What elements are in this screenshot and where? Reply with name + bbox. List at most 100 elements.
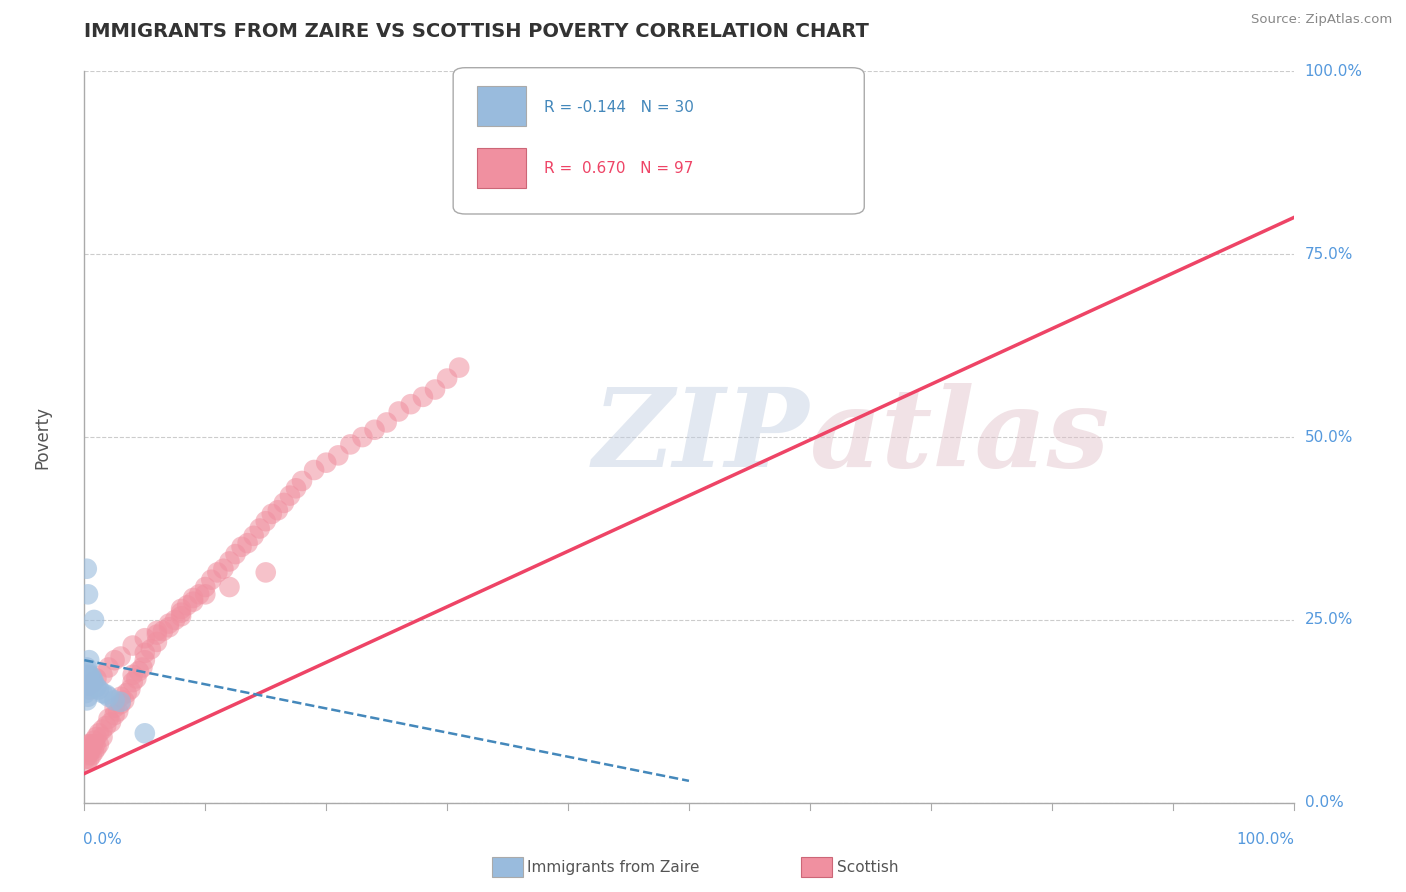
Point: [157, 616, 180, 631]
Point: [83, 745, 105, 759]
Point: [82, 737, 104, 751]
Text: 75.0%: 75.0%: [1305, 247, 1353, 261]
Point: [254, 566, 277, 580]
Point: [254, 514, 277, 528]
Point: [94, 688, 117, 702]
Point: [77, 752, 100, 766]
Point: [104, 700, 127, 714]
Point: [87, 682, 110, 697]
Point: [188, 587, 211, 601]
Point: [134, 646, 156, 660]
Text: 25.0%: 25.0%: [1305, 613, 1353, 627]
Point: [218, 580, 240, 594]
Point: [79, 682, 101, 697]
Point: [76, 693, 98, 707]
FancyBboxPatch shape: [453, 68, 865, 214]
Point: [236, 536, 259, 550]
Point: [181, 591, 204, 605]
Point: [86, 740, 108, 755]
Text: 100.0%: 100.0%: [1305, 64, 1362, 78]
Point: [80, 670, 103, 684]
Point: [82, 675, 104, 690]
Point: [100, 715, 122, 730]
Point: [86, 730, 108, 744]
Point: [83, 675, 105, 690]
Point: [170, 602, 193, 616]
Point: [242, 529, 264, 543]
Point: [104, 693, 127, 707]
Point: [107, 705, 129, 719]
Point: [194, 587, 217, 601]
Point: [110, 649, 132, 664]
Point: [77, 667, 100, 681]
Text: Immigrants from Zaire: Immigrants from Zaire: [527, 860, 700, 874]
Point: [278, 489, 301, 503]
Point: [146, 624, 169, 638]
Point: [110, 695, 132, 709]
Point: [121, 667, 143, 681]
Bar: [478, 148, 526, 188]
Text: 0.0%: 0.0%: [83, 832, 122, 847]
Point: [125, 672, 148, 686]
Point: [146, 635, 169, 649]
Point: [79, 679, 101, 693]
Point: [91, 730, 114, 744]
Point: [170, 606, 193, 620]
Point: [86, 680, 108, 694]
Point: [76, 745, 98, 759]
Point: [121, 675, 143, 690]
Point: [91, 667, 114, 681]
Point: [339, 437, 361, 451]
Point: [181, 594, 204, 608]
Point: [449, 360, 471, 375]
Point: [146, 627, 169, 641]
Point: [115, 686, 138, 700]
Point: [423, 383, 446, 397]
Point: [163, 613, 186, 627]
Text: ZIP: ZIP: [592, 384, 808, 491]
Point: [218, 554, 240, 568]
Point: [388, 404, 411, 418]
Point: [328, 449, 350, 463]
Text: 0.0%: 0.0%: [1305, 796, 1343, 810]
Point: [375, 416, 398, 430]
Point: [104, 708, 127, 723]
Point: [170, 609, 193, 624]
Text: 100.0%: 100.0%: [1237, 832, 1295, 847]
Point: [75, 752, 97, 766]
Point: [110, 697, 132, 711]
Point: [79, 745, 101, 759]
Point: [352, 430, 374, 444]
Point: [110, 690, 132, 704]
Point: [284, 481, 308, 495]
Bar: [478, 86, 526, 126]
Point: [76, 660, 98, 674]
Point: [79, 737, 101, 751]
Text: 50.0%: 50.0%: [1305, 430, 1353, 444]
Point: [77, 682, 100, 697]
Point: [77, 675, 100, 690]
Point: [225, 547, 247, 561]
Point: [157, 620, 180, 634]
Point: [97, 712, 120, 726]
Text: Source: ZipAtlas.com: Source: ZipAtlas.com: [1251, 13, 1392, 27]
Point: [104, 653, 127, 667]
Text: Poverty: Poverty: [32, 406, 51, 468]
Point: [77, 690, 100, 704]
Point: [315, 456, 337, 470]
Point: [120, 682, 142, 697]
Point: [291, 474, 314, 488]
Point: [212, 562, 235, 576]
Point: [436, 371, 458, 385]
Point: [91, 686, 114, 700]
Point: [399, 397, 422, 411]
Point: [207, 566, 229, 580]
Text: Scottish: Scottish: [837, 860, 898, 874]
Point: [76, 756, 98, 770]
Point: [128, 664, 150, 678]
Point: [80, 740, 103, 755]
Point: [80, 748, 103, 763]
Point: [87, 726, 110, 740]
Text: R = -0.144   N = 30: R = -0.144 N = 30: [544, 100, 693, 115]
Point: [176, 599, 198, 613]
